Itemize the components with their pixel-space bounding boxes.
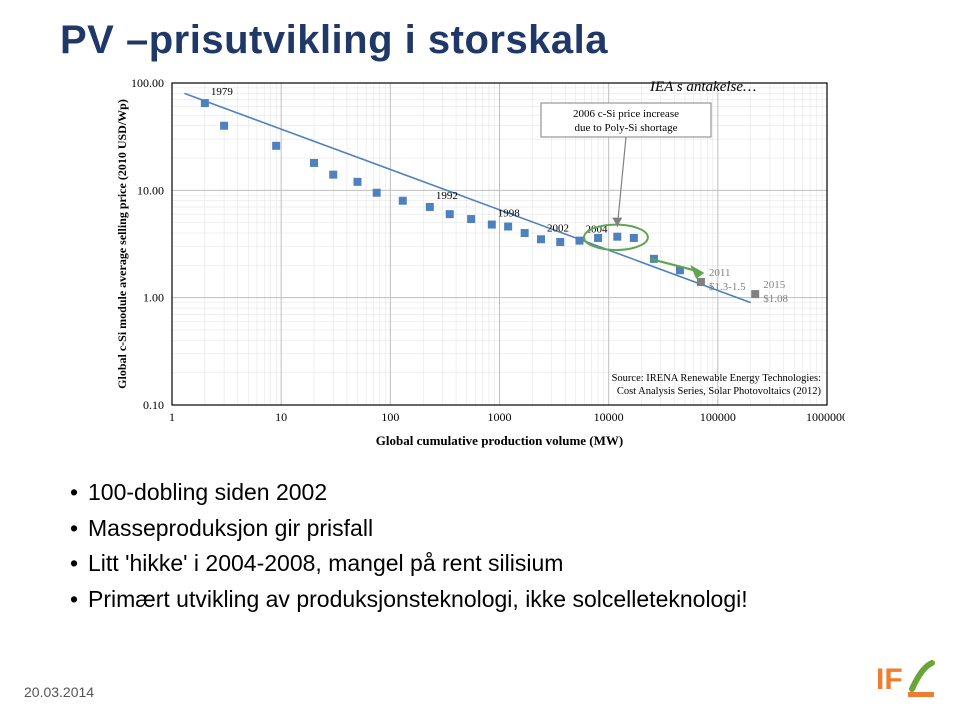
svg-text:1000: 1000 [488,410,512,424]
bullet-text: Primært utvikling av produksjonsteknolog… [88,582,748,618]
svg-text:100000: 100000 [700,410,736,424]
bullet-text: 100-dobling siden 2002 [88,475,327,511]
list-item: • Primært utvikling av produksjonsteknol… [70,582,900,618]
svg-text:2006 c-Si price increase: 2006 c-Si price increase [573,108,679,120]
price-learning-chart: 1 10 100 1000 10000 100000 1000000 0.10 1.00 10.0… [110,73,845,453]
svg-text:10: 10 [275,410,287,424]
list-item: • Masseproduksjon gir prisfall [70,511,900,547]
svg-text:100: 100 [381,410,399,424]
svg-text:1979: 1979 [211,86,234,98]
svg-text:$1.08: $1.08 [763,293,788,305]
svg-text:1998: 1998 [498,208,521,220]
svg-text:$1.3-1.5: $1.3-1.5 [709,281,746,293]
svg-text:1000000: 1000000 [806,410,845,424]
svg-text:Source: IRENA Renewable Energy: Source: IRENA Renewable Energy Technolog… [612,373,821,384]
svg-text:10000: 10000 [594,410,624,424]
footer-date: 20.03.2014 [24,684,94,700]
bullet-icon: • [70,546,88,582]
svg-text:2011: 2011 [709,267,731,279]
list-item: • 100-dobling siden 2002 [70,475,900,511]
bullet-icon: • [70,582,88,618]
svg-text:100.00: 100.00 [131,76,164,90]
svg-text:1.00: 1.00 [143,291,164,305]
svg-text:due to Poly-Si shortage: due to Poly-Si shortage [575,122,678,134]
bullet-icon: • [70,511,88,547]
svg-text:2002: 2002 [547,222,569,234]
svg-text:Cost Analysis Series, Solar Ph: Cost Analysis Series, Solar Photovoltaic… [617,386,822,397]
svg-text:IF: IF [876,663,903,696]
svg-text:1: 1 [169,410,175,424]
bullet-text: Masseproduksjon gir prisfall [88,511,373,547]
svg-text:10.00: 10.00 [137,183,164,197]
svg-text:1992: 1992 [436,190,458,202]
svg-text:Global c-Si module average sel: Global c-Si module average selling price… [115,99,129,389]
svg-text:Global cumulative production v: Global cumulative production volume (MW) [376,433,623,448]
bullet-list: • 100-dobling siden 2002 • Masseproduksj… [70,475,900,618]
bullet-text: Litt 'hikke' i 2004-2008, mangel på rent… [88,546,563,582]
list-item: • Litt 'hikke' i 2004-2008, mangel på re… [70,546,900,582]
ife-logo: IF [876,659,936,706]
svg-text:2015: 2015 [763,279,786,291]
svg-text:0.10: 0.10 [143,398,164,412]
iea-annotation: IEA s antakelse… [650,79,756,96]
page-title: PV –prisutvikling i storskala [60,18,900,63]
bullet-icon: • [70,475,88,511]
